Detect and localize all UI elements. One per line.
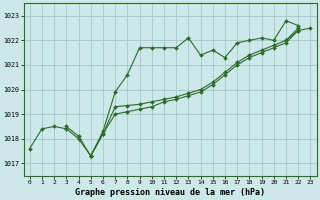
X-axis label: Graphe pression niveau de la mer (hPa): Graphe pression niveau de la mer (hPa) (75, 188, 265, 197)
